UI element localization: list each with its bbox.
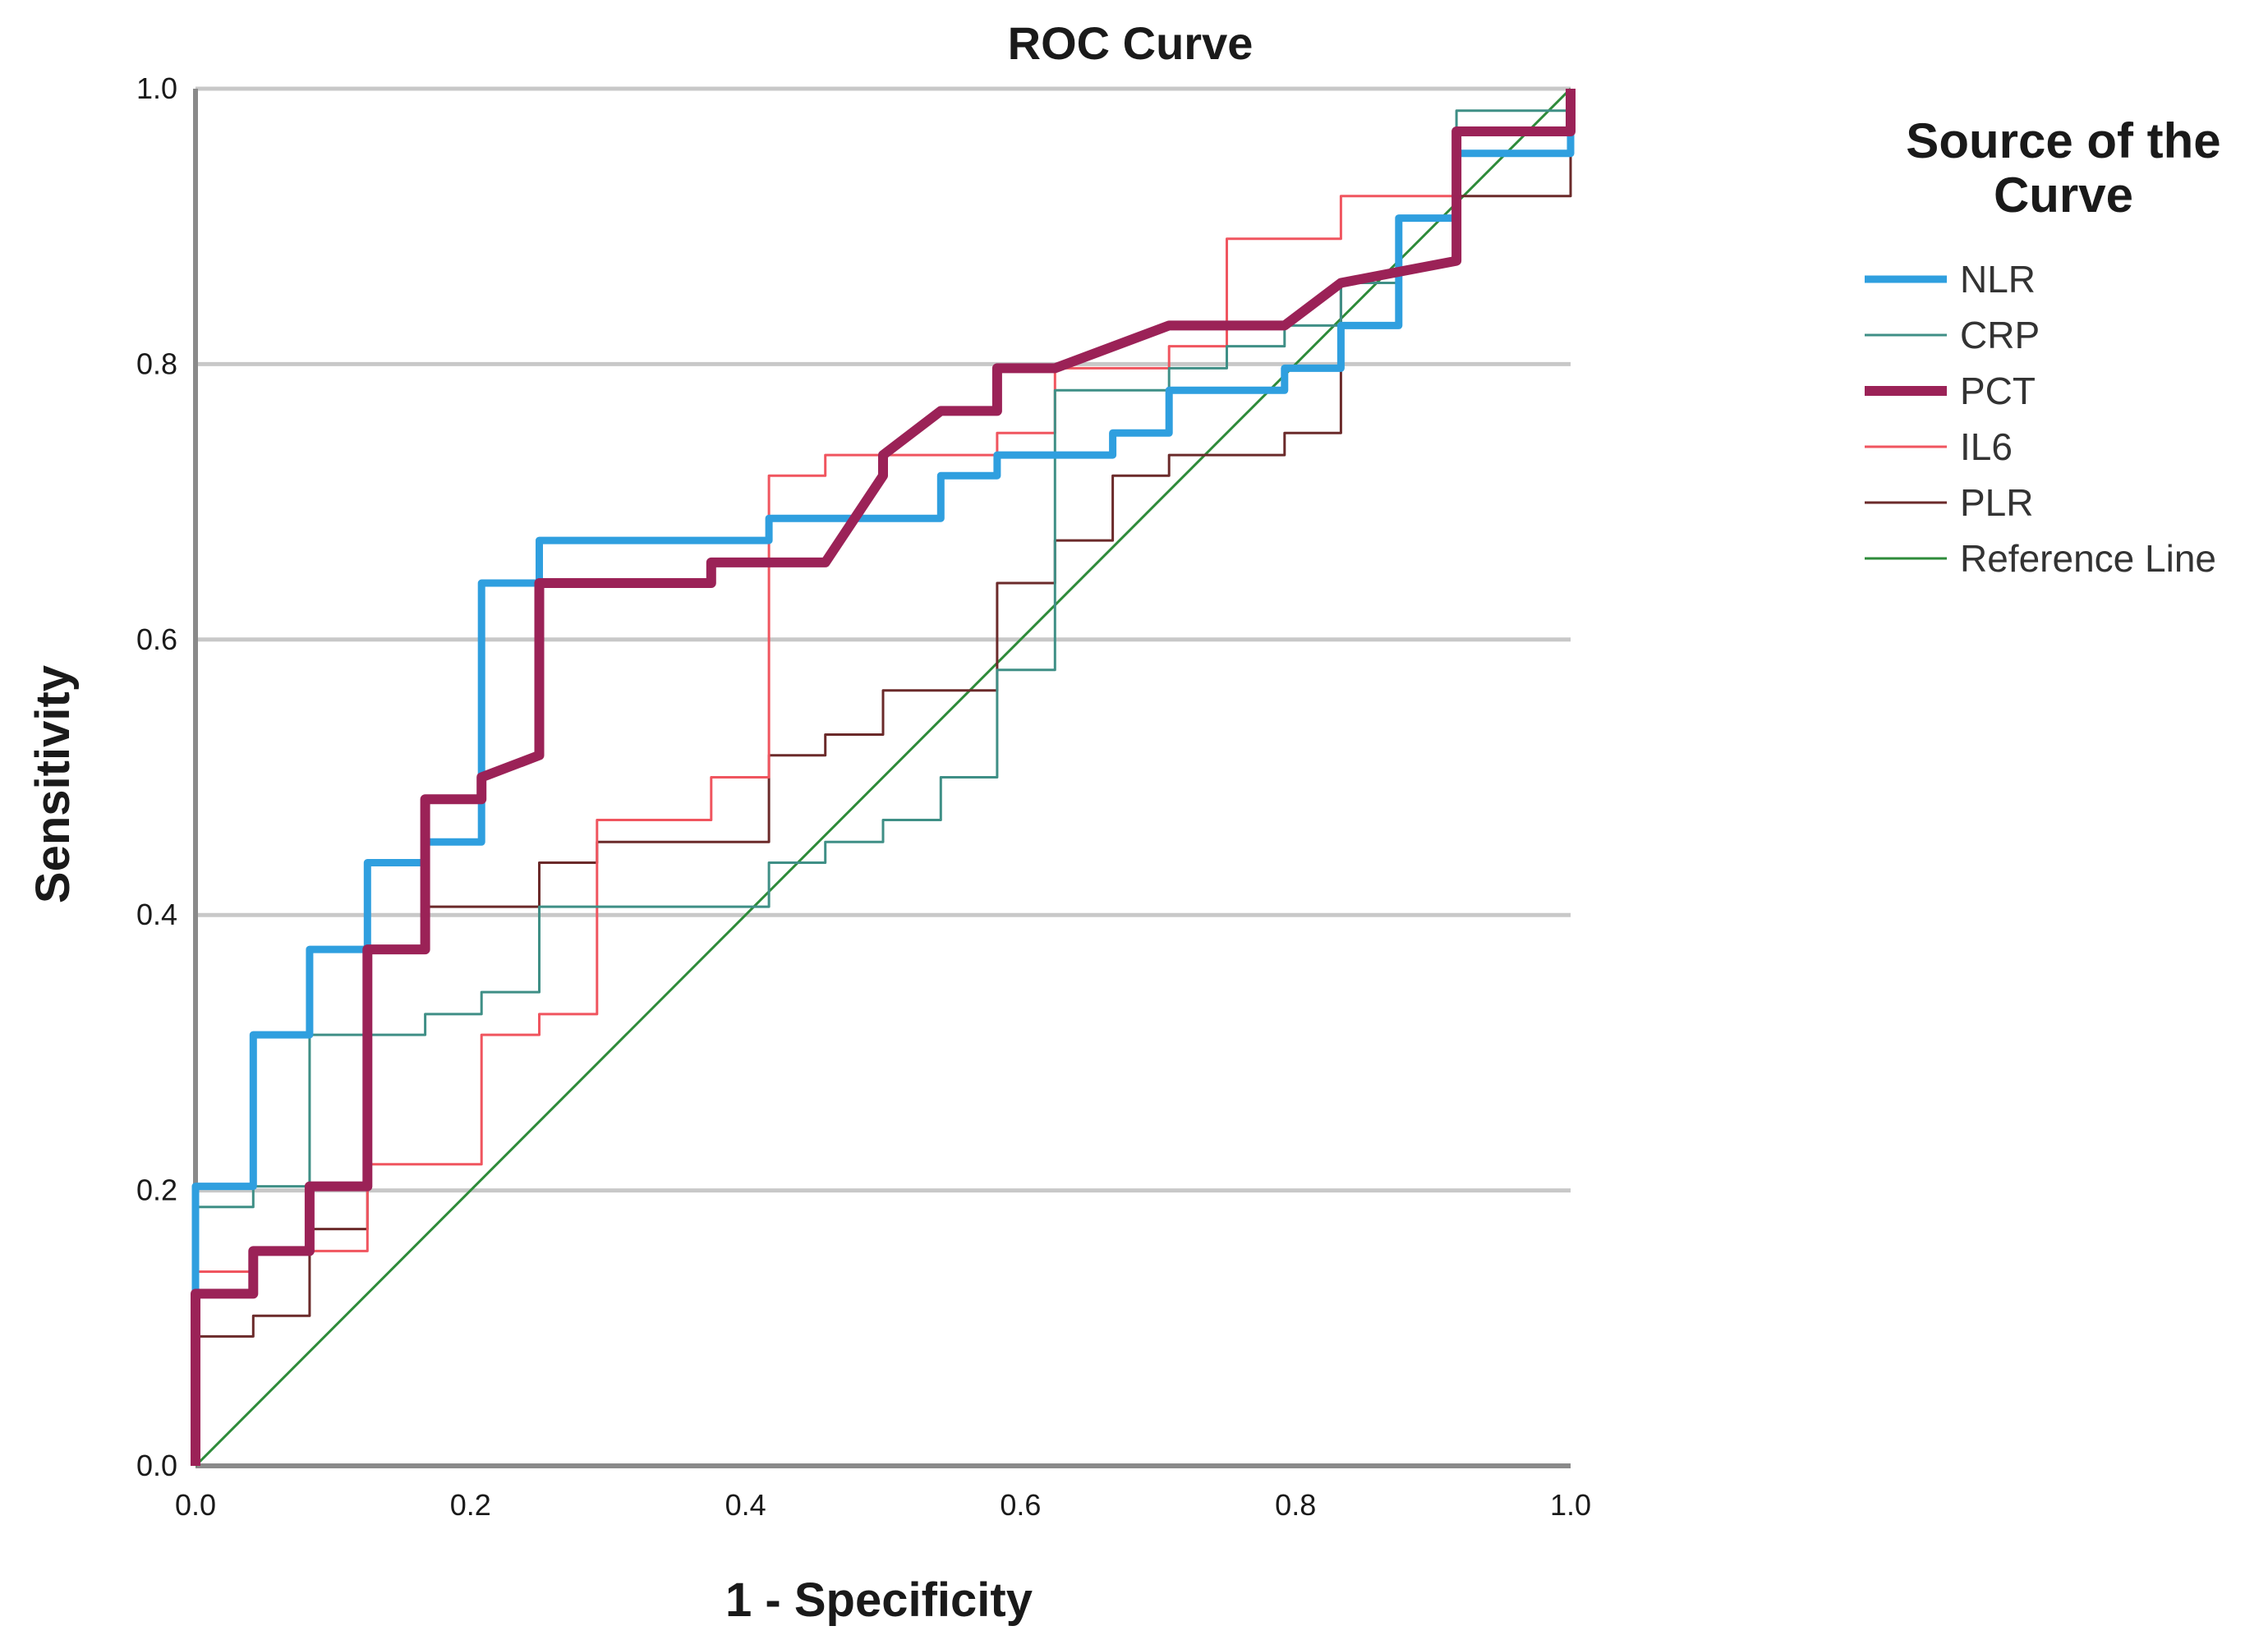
legend-label-plr: PLR	[1960, 481, 2033, 524]
series-line-reference-line	[194, 87, 1572, 1468]
legend-label-nlr: NLR	[1960, 258, 2036, 301]
series-line-nlr	[191, 89, 1575, 1466]
legend-title: Source of the Curve	[1906, 113, 2220, 223]
chart-title: ROC Curve	[1008, 17, 1254, 69]
legend-label-il6: IL6	[1960, 425, 2013, 468]
y-tick-label: 0.0	[136, 1449, 177, 1482]
y-tick-label: 0.4	[136, 898, 177, 931]
legend-label-crp: CRP	[1960, 314, 2040, 356]
y-tick-label: 0.8	[136, 347, 177, 380]
x-tick-label: 1.0	[1550, 1488, 1591, 1522]
x-axis-label: 1 - Specificity	[725, 1573, 1033, 1627]
series-line-crp	[194, 89, 1572, 1466]
x-tick-label: 0.6	[1000, 1488, 1041, 1522]
roc-series	[191, 87, 1576, 1468]
legend: Source of the Curve NLR CRP PCT IL6 PLR Refere…	[1865, 113, 2221, 580]
y-axis-label: Sensitivity	[26, 665, 80, 903]
x-tick-label: 0.0	[175, 1488, 216, 1522]
series-line-pct	[191, 89, 1576, 1466]
x-tick-label: 0.2	[450, 1488, 491, 1522]
legend-label-reference-line: Reference Line	[1960, 537, 2216, 580]
x-tick-label: 0.8	[1275, 1488, 1316, 1522]
y-tick-label: 0.2	[136, 1174, 177, 1207]
series-line-il6	[194, 89, 1572, 1466]
axes: 0.0 0.2 0.4 0.6 0.8 1.0 0.0 0.2 0.4 0.6 0.8 1.0	[136, 71, 1591, 1522]
legend-label-pct: PCT	[1960, 370, 2036, 412]
y-tick-label: 0.6	[136, 622, 177, 656]
x-tick-label: 0.4	[725, 1488, 766, 1522]
y-tick-label: 1.0	[136, 71, 177, 105]
grid-lines	[196, 86, 1571, 1193]
